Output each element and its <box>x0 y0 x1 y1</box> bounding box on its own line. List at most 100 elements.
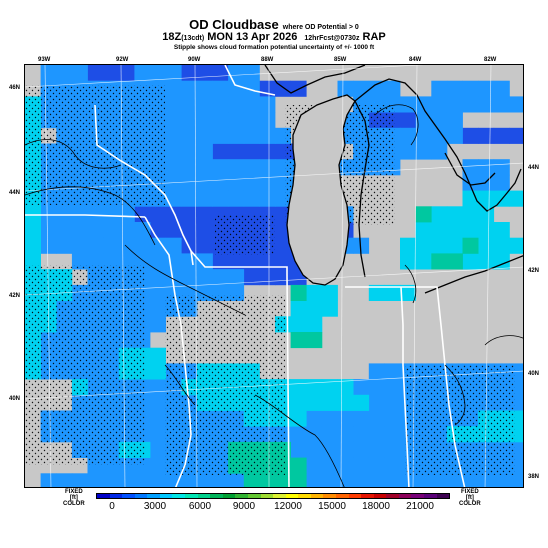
cloudbase-cell-cyan <box>446 206 463 223</box>
cloudbase-cell-blue <box>509 96 523 113</box>
cloudbase-cell-blue <box>40 473 57 487</box>
cloudbase-cell-blue <box>259 96 276 113</box>
cloudbase-cell-blue <box>243 174 260 191</box>
cloudbase-cell-blue <box>71 237 88 254</box>
cloudbase-cell-dark-blue <box>275 237 291 254</box>
cloudbase-cell-blue <box>462 174 479 191</box>
cloudbase-cell-cyan <box>462 253 479 270</box>
cloudbase-cell-blue <box>353 457 370 474</box>
cloudbase-cell-blue <box>415 127 432 144</box>
cloudbase-cell-blue <box>150 284 166 301</box>
colorbar-swatch <box>172 494 186 498</box>
cloudbase-cell-blue <box>368 426 385 443</box>
cloudbase-cell-blue <box>228 65 245 82</box>
cloudbase-cell-dark-blue <box>212 143 229 160</box>
cloudbase-cell-blue <box>212 80 229 97</box>
colorbar-swatch <box>398 494 412 498</box>
cloudbase-cell-blue <box>259 127 276 144</box>
cloudbase-cell-blue <box>150 441 166 458</box>
cloudbase-cell-blue <box>321 426 338 443</box>
cloudbase-cell-blue <box>150 426 166 443</box>
cloudbase-cell-cyan <box>368 284 385 301</box>
cloudbase-cell-blue <box>196 143 213 160</box>
cloudbase-cell-blue <box>196 112 213 129</box>
model-name: RAP <box>362 31 386 43</box>
cloudbase-cell-dark-blue <box>275 269 291 286</box>
cloudbase-cell-blue <box>228 112 245 129</box>
cloudbase-cell-blue <box>212 127 229 144</box>
lon-label: 88W <box>261 57 274 63</box>
cloudbase-cell-cyan <box>415 222 432 239</box>
colorbar-left-label-mid: [ft] <box>69 495 78 501</box>
cloudbase-cell-cyan <box>337 394 354 411</box>
cloudbase-cell-blue <box>431 127 448 144</box>
cloudbase-cell-dark-blue <box>196 65 213 82</box>
cloudbase-cell-cyan <box>446 222 463 239</box>
cloudbase-cell-blue <box>431 473 448 487</box>
cloudbase-cell-blue <box>165 96 182 113</box>
cloudbase-cell-blue <box>462 96 479 113</box>
lon-label: 93W <box>38 57 51 63</box>
colorbar-right-label-bot: COLOR <box>459 501 481 507</box>
lon-label: 92W <box>116 57 129 63</box>
cloudbase-cell-cyan <box>431 237 448 254</box>
cloudbase-cell-blue <box>259 174 276 191</box>
cloudbase-cell-blue <box>353 379 370 396</box>
cloudbase-cell-blue <box>384 441 401 458</box>
colorbar-left-label-bot: COLOR <box>63 501 85 507</box>
cloudbase-cell-dark-blue <box>243 253 260 270</box>
colorbar-swatch <box>273 494 286 498</box>
colorbar-tick: 6000 <box>188 501 212 512</box>
cloudbase-cell-blue <box>118 237 135 254</box>
cloudbase-cell-blue <box>181 96 198 113</box>
cloudbase-cell-blue <box>212 473 229 487</box>
cloudbase-cell-blue <box>337 473 354 487</box>
cloudbase-cell-blue <box>400 127 416 144</box>
colorbar-swatch <box>134 494 148 498</box>
cloudbase-cell-blue <box>353 80 370 97</box>
cloudbase-cell-cyan <box>290 410 307 427</box>
cloudbase-cell-blue <box>150 394 166 411</box>
valid-time: 18Z <box>162 31 182 43</box>
cloudbase-cell-blue <box>40 65 57 82</box>
cloudbase-cell-dark-blue <box>150 206 166 223</box>
cloudbase-cell-blue <box>181 174 198 191</box>
cloudbase-cell-blue <box>150 253 166 270</box>
cloudbase-cell-blue <box>493 159 510 176</box>
cloudbase-cell-blue <box>228 159 245 176</box>
lat-label-left: 40N <box>9 396 21 402</box>
cloudbase-cell-cyan <box>431 222 448 239</box>
lat-label-right: 38N <box>528 474 540 480</box>
cloudbase-cell-blue <box>103 473 120 487</box>
cloudbase-cell-blue <box>446 96 463 113</box>
cloudbase-cell-blue <box>415 143 432 160</box>
cloudbase-cell-cyan <box>321 300 338 317</box>
colorbar-swatch <box>97 494 110 498</box>
cloudbase-cell-blue <box>446 127 463 144</box>
cloudbase-cell-cyan <box>321 284 338 301</box>
colorbar-swatch <box>323 494 336 498</box>
cloudbase-cell-blue <box>228 127 245 144</box>
cloudbase-cell-blue <box>196 174 213 191</box>
cloudbase-cell-dark-blue <box>134 206 151 223</box>
cloudbase-cell-blue <box>368 394 385 411</box>
colorbar-swatch <box>247 494 261 498</box>
cloudbase-cell-blue <box>337 426 354 443</box>
cloudbase-cell-cyan <box>353 394 370 411</box>
cloudbase-cell-cyan <box>306 379 323 396</box>
lon-label: 90W <box>188 57 201 63</box>
cloudbase-cell-blue <box>306 473 323 487</box>
cloudbase-cell-blue <box>212 174 229 191</box>
cloudbase-cell-blue <box>259 159 276 176</box>
cloudbase-cell-cyan <box>431 206 448 223</box>
cloudbase-cell-blue <box>40 222 57 239</box>
cloudbase-cell-cyan <box>25 237 41 254</box>
cloudbase-cell-blue <box>87 206 104 223</box>
map-panel <box>24 64 524 488</box>
cloudbase-cell-blue <box>353 441 370 458</box>
colorbar-swatch <box>361 494 374 498</box>
cloudbase-cell-blue <box>493 80 510 97</box>
lat-label-left: 44N <box>9 190 21 196</box>
cloudbase-cell-blue <box>150 237 166 254</box>
cloudbase-cell-blue <box>493 96 510 113</box>
